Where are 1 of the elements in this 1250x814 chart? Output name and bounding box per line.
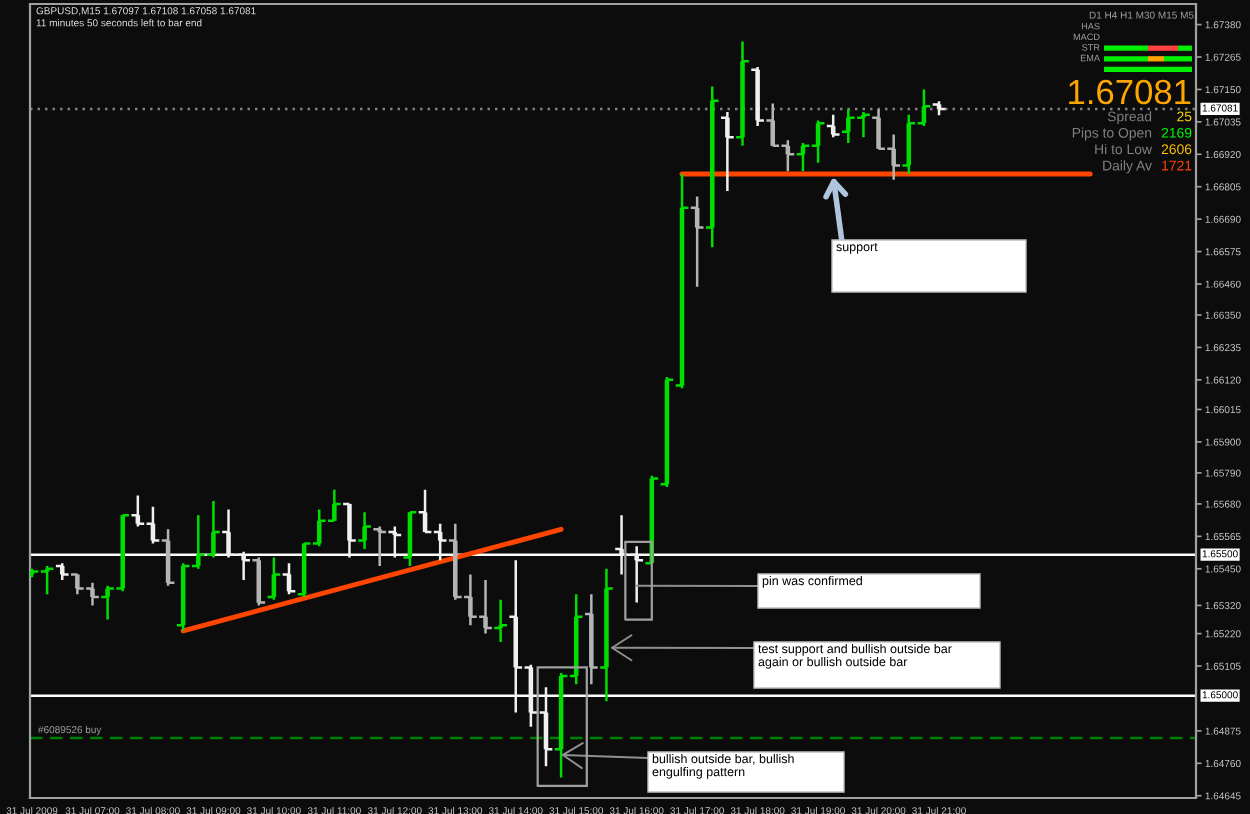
annotation: 1.67081 bbox=[1069, 79, 1191, 105]
